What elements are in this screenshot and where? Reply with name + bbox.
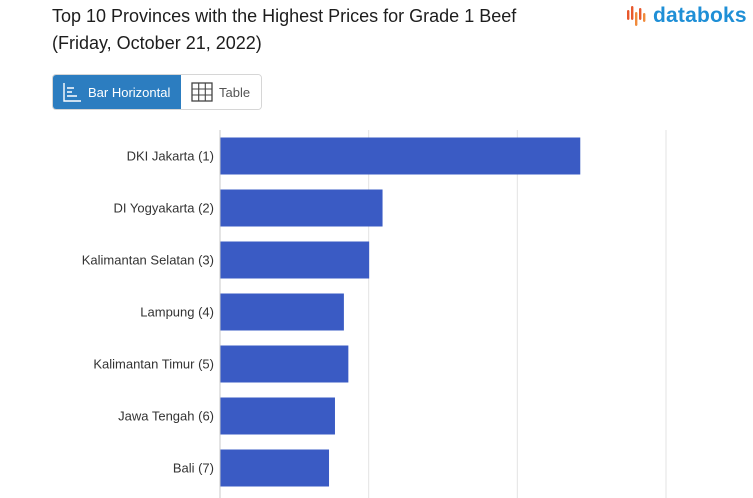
databoks-logo-icon	[627, 6, 646, 26]
bar-horizontal-icon	[62, 82, 82, 102]
databoks-logo[interactable]: databoks	[626, 2, 747, 30]
tab-bar-horizontal[interactable]: Bar Horizontal	[53, 75, 181, 109]
bar[interactable]	[220, 293, 344, 331]
category-label: Bali (7)	[173, 461, 214, 476]
tab-table-label: Table	[219, 84, 251, 100]
category-label: DI Yogyakarta (2)	[114, 201, 214, 216]
tab-bar-horizontal-label: Bar Horizontal	[88, 84, 171, 100]
category-label: Jawa Tengah (6)	[118, 409, 214, 424]
tab-table[interactable]: Table	[181, 75, 261, 109]
databoks-logo-text: databoks	[653, 4, 747, 27]
chart-subtitle-date: (Friday, October 21, 2022)	[52, 33, 262, 53]
table-icon	[191, 82, 213, 102]
bar[interactable]	[220, 189, 383, 227]
category-label: Kalimantan Timur (5)	[93, 357, 214, 372]
bar[interactable]	[220, 137, 581, 175]
view-tabs: Bar Horizontal Table	[52, 74, 262, 110]
bar[interactable]	[220, 449, 330, 487]
chart-title-line-1: Top 10 Provinces with the Highest Prices…	[52, 6, 517, 26]
chart-title: Top 10 Provinces with the Highest Prices…	[52, 3, 612, 57]
bar[interactable]	[220, 345, 349, 383]
bar[interactable]	[220, 241, 370, 279]
category-label: Kalimantan Selatan (3)	[82, 253, 214, 268]
bar[interactable]	[220, 397, 335, 435]
category-label: DKI Jakarta (1)	[127, 149, 214, 164]
category-label: Lampung (4)	[140, 305, 214, 320]
